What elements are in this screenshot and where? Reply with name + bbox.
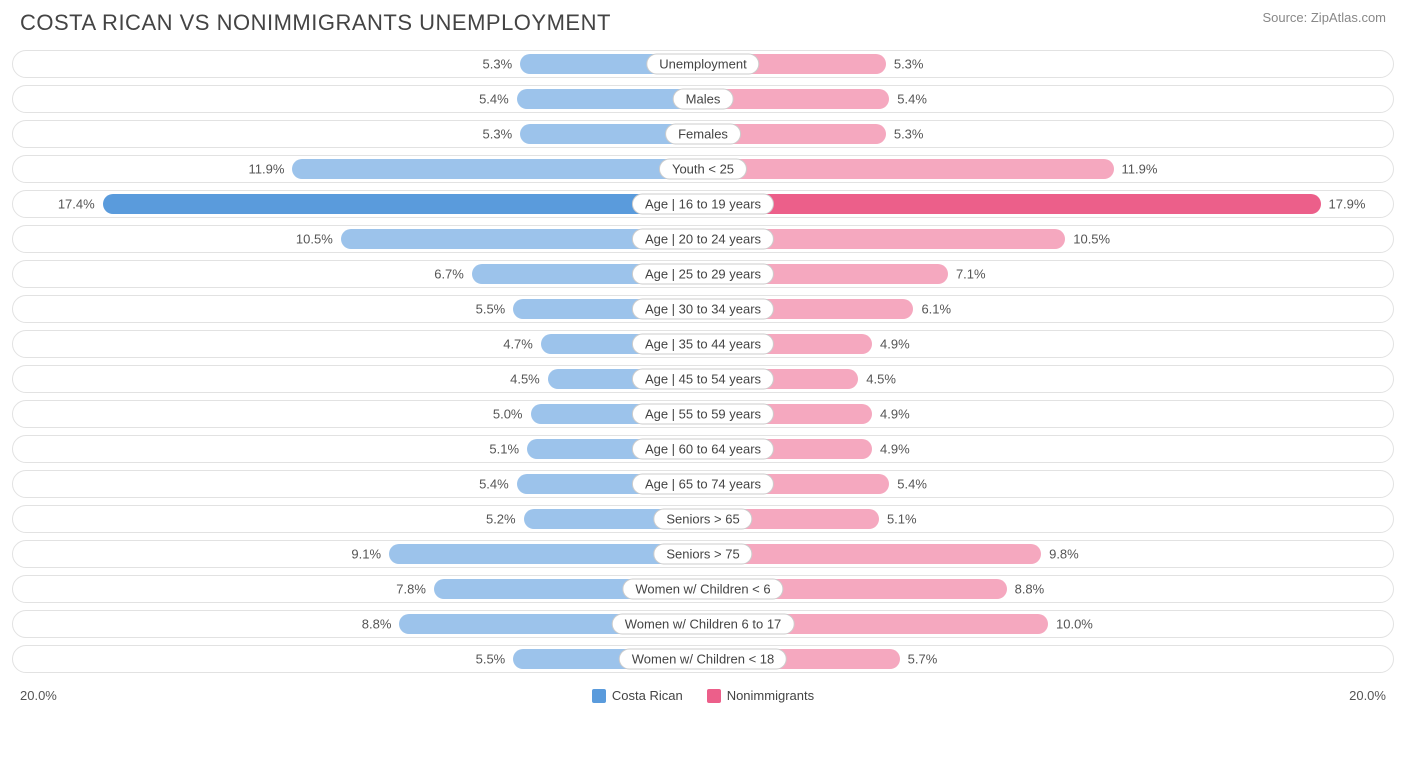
chart-row: 7.8% 8.8% Women w/ Children < 6: [12, 575, 1394, 603]
category-label: Youth < 25: [659, 159, 747, 180]
axis-max-left: 20.0%: [20, 688, 57, 703]
value-label-right: 9.8%: [1049, 547, 1079, 562]
category-label: Age | 45 to 54 years: [632, 369, 774, 390]
category-label: Women w/ Children < 6: [622, 579, 783, 600]
category-label: Age | 55 to 59 years: [632, 404, 774, 425]
category-label: Women w/ Children 6 to 17: [612, 614, 795, 635]
value-label-left: 4.7%: [503, 337, 533, 352]
value-label-right: 5.3%: [894, 127, 924, 142]
chart-row: 4.7% 4.9% Age | 35 to 44 years: [12, 330, 1394, 358]
bar-left: [103, 194, 703, 214]
category-label: Seniors > 65: [653, 509, 752, 530]
category-label: Seniors > 75: [653, 544, 752, 565]
bar-right: [703, 159, 1114, 179]
chart-title: COSTA RICAN VS NONIMMIGRANTS UNEMPLOYMEN…: [20, 10, 611, 36]
category-label: Females: [665, 124, 741, 145]
value-label-left: 11.9%: [249, 162, 285, 177]
chart-row: 8.8% 10.0% Women w/ Children 6 to 17: [12, 610, 1394, 638]
value-label-left: 4.5%: [510, 372, 540, 387]
value-label-right: 5.3%: [894, 57, 924, 72]
legend-swatch-left: [592, 689, 606, 703]
value-label-right: 10.5%: [1073, 232, 1110, 247]
chart-row: 17.4% 17.9% Age | 16 to 19 years: [12, 190, 1394, 218]
value-label-right: 5.7%: [908, 652, 938, 667]
value-label-left: 9.1%: [351, 547, 381, 562]
value-label-left: 6.7%: [434, 267, 464, 282]
category-label: Age | 65 to 74 years: [632, 474, 774, 495]
value-label-right: 5.4%: [897, 477, 927, 492]
chart-area: 5.3%5.3%Unemployment5.4%5.4%Males5.3%5.3…: [0, 50, 1406, 673]
value-label-right: 7.1%: [956, 267, 986, 282]
category-label: Women w/ Children < 18: [619, 649, 787, 670]
value-label-right: 4.9%: [880, 337, 910, 352]
value-label-right: 8.8%: [1015, 582, 1045, 597]
legend-swatch-right: [707, 689, 721, 703]
value-label-right: 6.1%: [921, 302, 951, 317]
chart-row: 11.9% 11.9% Youth < 25: [12, 155, 1394, 183]
bar-right: [703, 544, 1041, 564]
value-label-left: 5.0%: [493, 407, 523, 422]
value-label-left: 7.8%: [396, 582, 426, 597]
value-label-left: 5.2%: [486, 512, 516, 527]
chart-row: 5.3% 5.3% Unemployment: [12, 50, 1394, 78]
chart-row: 5.0% 4.9% Age | 55 to 59 years: [12, 400, 1394, 428]
value-label-right: 4.5%: [866, 372, 896, 387]
value-label-left: 8.8%: [362, 617, 392, 632]
legend-item-right: Nonimmigrants: [707, 688, 814, 703]
value-label-left: 5.3%: [483, 57, 513, 72]
chart-row: 10.5% 10.5% Age | 20 to 24 years: [12, 225, 1394, 253]
chart-row: 5.2% 5.1% Seniors > 65: [12, 505, 1394, 533]
axis-max-right: 20.0%: [1349, 688, 1386, 703]
value-label-right: 5.1%: [887, 512, 917, 527]
category-label: Age | 20 to 24 years: [632, 229, 774, 250]
source-attribution: Source: ZipAtlas.com: [1262, 10, 1386, 25]
value-label-right: 11.9%: [1122, 162, 1158, 177]
header: COSTA RICAN VS NONIMMIGRANTS UNEMPLOYMEN…: [0, 0, 1406, 50]
value-label-right: 17.9%: [1329, 197, 1366, 212]
value-label-right: 4.9%: [880, 407, 910, 422]
value-label-right: 4.9%: [880, 442, 910, 457]
category-label: Age | 60 to 64 years: [632, 439, 774, 460]
legend-label-right: Nonimmigrants: [727, 688, 814, 703]
chart-row: 6.7% 7.1% Age | 25 to 29 years: [12, 260, 1394, 288]
value-label-left: 5.5%: [476, 302, 506, 317]
chart-row: 9.1% 9.8% Seniors > 75: [12, 540, 1394, 568]
bar-left: [292, 159, 703, 179]
chart-row: 5.5% 5.7% Women w/ Children < 18: [12, 645, 1394, 673]
category-label: Age | 35 to 44 years: [632, 334, 774, 355]
chart-row: 5.5% 6.1% Age | 30 to 34 years: [12, 295, 1394, 323]
legend-label-left: Costa Rican: [612, 688, 683, 703]
legend: Costa Rican Nonimmigrants: [592, 688, 814, 703]
value-label-left: 5.5%: [476, 652, 506, 667]
value-label-left: 5.1%: [489, 442, 519, 457]
category-label: Age | 25 to 29 years: [632, 264, 774, 285]
value-label-left: 17.4%: [58, 197, 95, 212]
legend-item-left: Costa Rican: [592, 688, 683, 703]
category-label: Age | 16 to 19 years: [632, 194, 774, 215]
chart-row: 5.4% 5.4% Males: [12, 85, 1394, 113]
value-label-left: 5.3%: [483, 127, 513, 142]
chart-footer: 20.0% Costa Rican Nonimmigrants 20.0%: [0, 680, 1406, 703]
value-label-left: 5.4%: [479, 477, 509, 492]
category-label: Males: [673, 89, 734, 110]
category-label: Age | 30 to 34 years: [632, 299, 774, 320]
bar-right: [703, 194, 1321, 214]
chart-row: 5.4% 5.4% Age | 65 to 74 years: [12, 470, 1394, 498]
value-label-left: 10.5%: [296, 232, 333, 247]
value-label-left: 5.4%: [479, 92, 509, 107]
value-label-right: 10.0%: [1056, 617, 1093, 632]
chart-row: 5.3% 5.3% Females: [12, 120, 1394, 148]
category-label: Unemployment: [646, 54, 759, 75]
chart-row: 5.1% 4.9% Age | 60 to 64 years: [12, 435, 1394, 463]
chart-row: 4.5% 4.5% Age | 45 to 54 years: [12, 365, 1394, 393]
value-label-right: 5.4%: [897, 92, 927, 107]
